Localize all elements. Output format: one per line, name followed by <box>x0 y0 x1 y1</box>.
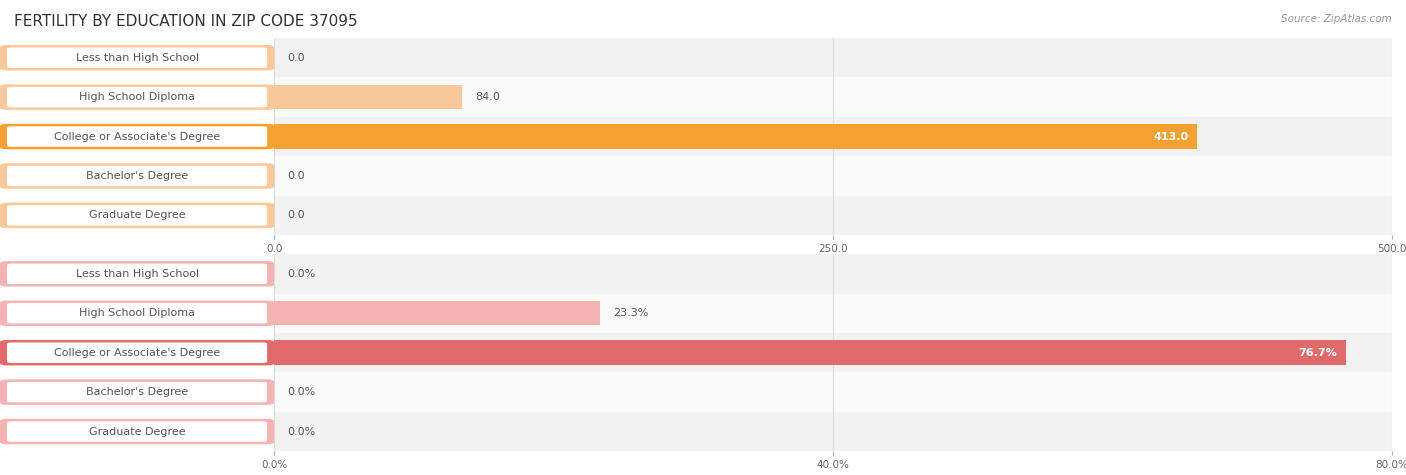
Text: Bachelor's Degree: Bachelor's Degree <box>86 171 188 181</box>
Bar <box>274 77 1392 117</box>
Bar <box>274 412 1392 451</box>
Text: 0.0: 0.0 <box>288 171 305 181</box>
Text: 0.0: 0.0 <box>288 53 305 63</box>
Text: 23.3%: 23.3% <box>613 308 648 318</box>
Bar <box>274 117 1392 156</box>
Bar <box>274 124 1198 149</box>
Text: College or Associate's Degree: College or Associate's Degree <box>53 348 221 358</box>
Text: 0.0%: 0.0% <box>288 387 316 397</box>
Text: FERTILITY BY EDUCATION IN ZIP CODE 37095: FERTILITY BY EDUCATION IN ZIP CODE 37095 <box>14 14 357 29</box>
Bar <box>274 294 1392 333</box>
Text: Source: ZipAtlas.com: Source: ZipAtlas.com <box>1281 14 1392 24</box>
Bar <box>274 254 1392 294</box>
Bar <box>274 301 600 325</box>
Text: College or Associate's Degree: College or Associate's Degree <box>53 132 221 142</box>
Text: High School Diploma: High School Diploma <box>79 92 195 102</box>
Text: 84.0: 84.0 <box>475 92 501 102</box>
Text: 413.0: 413.0 <box>1153 132 1188 142</box>
Text: 0.0%: 0.0% <box>288 427 316 437</box>
Text: Bachelor's Degree: Bachelor's Degree <box>86 387 188 397</box>
Text: 0.0%: 0.0% <box>288 269 316 279</box>
Text: Graduate Degree: Graduate Degree <box>89 210 186 220</box>
Text: High School Diploma: High School Diploma <box>79 308 195 318</box>
Bar <box>274 372 1392 412</box>
Bar <box>274 341 1346 365</box>
Bar <box>274 38 1392 77</box>
Bar <box>274 156 1392 196</box>
Text: Graduate Degree: Graduate Degree <box>89 427 186 437</box>
Text: Less than High School: Less than High School <box>76 269 198 279</box>
Bar <box>274 85 463 109</box>
Bar <box>274 196 1392 235</box>
Text: 76.7%: 76.7% <box>1298 348 1337 358</box>
Bar <box>274 333 1392 372</box>
Text: 0.0: 0.0 <box>288 210 305 220</box>
Text: Less than High School: Less than High School <box>76 53 198 63</box>
